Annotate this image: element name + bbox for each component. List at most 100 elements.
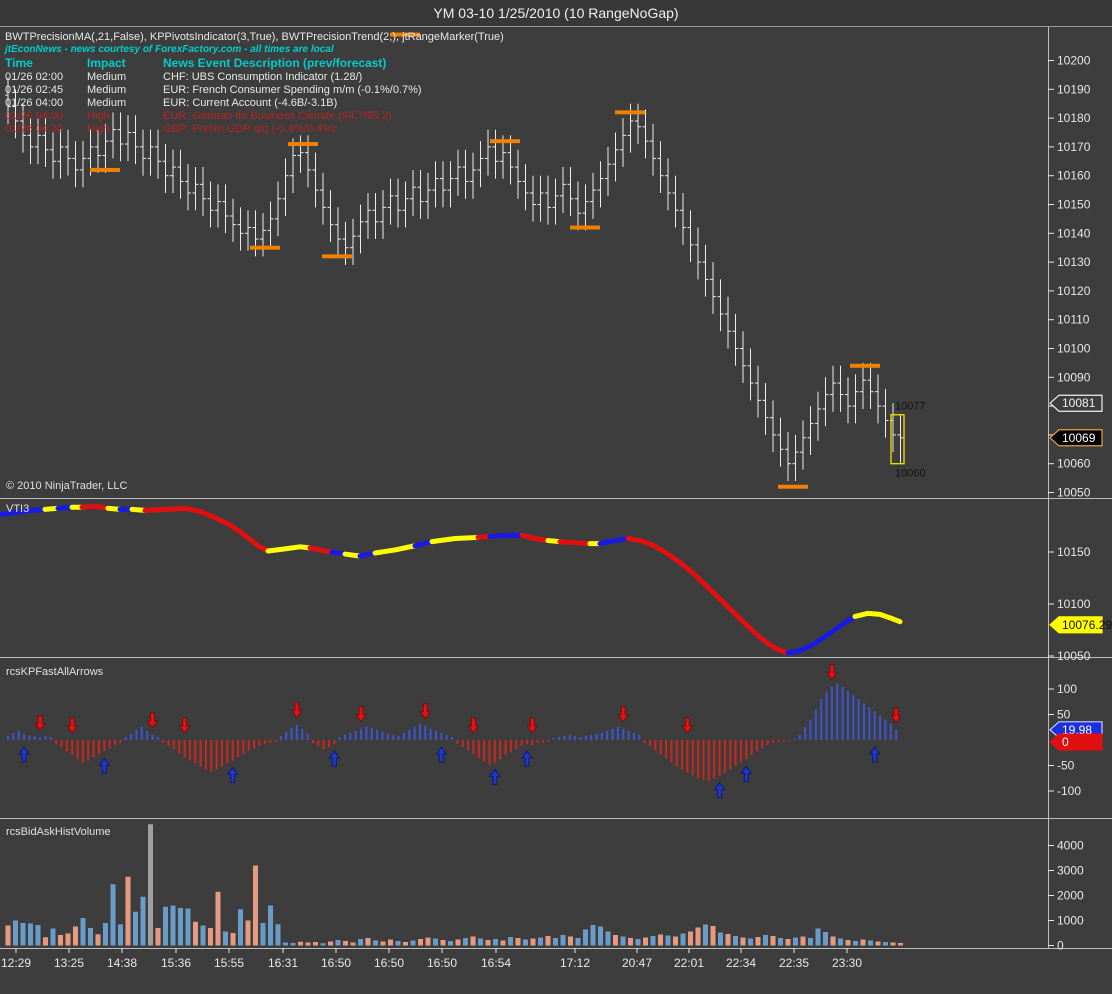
pivot-dash-marker <box>490 139 520 144</box>
axis-tick-label: 10180 <box>1057 111 1091 125</box>
axis-tick-label: 10110 <box>1057 313 1090 327</box>
axis-price-tags: 10081 10069 10076.29 19.980 <box>1049 394 1112 751</box>
volume-bar <box>890 942 896 946</box>
volume-bar <box>755 937 761 946</box>
axis-tick-label: 10160 <box>1057 169 1091 183</box>
kp-pivot-markers <box>90 32 880 489</box>
volume-bar <box>125 876 131 946</box>
volume-bar <box>425 937 431 946</box>
volume-bar <box>733 936 738 946</box>
oscillator-bars <box>7 683 898 781</box>
volume-bar <box>103 923 108 946</box>
buy-signal-arrow-icon <box>520 750 533 767</box>
buy-signal-arrow-icon <box>868 746 881 763</box>
pivot-dash-marker <box>570 225 600 230</box>
volume-bar <box>875 941 881 946</box>
volume-bar <box>860 939 866 946</box>
sell-signal-arrow-icon <box>890 707 903 724</box>
time-tick-label: 15:55 <box>214 956 244 970</box>
time-tick-label: 12:29 <box>1 956 31 970</box>
volume-bar <box>260 923 266 946</box>
volume-bar <box>868 940 873 946</box>
volume-bar <box>838 938 843 946</box>
range-marker-box <box>890 414 905 465</box>
volume-bar <box>163 906 168 946</box>
oscillator-signal-arrows <box>18 663 903 799</box>
volume-bar <box>253 865 258 946</box>
vti3-segment <box>342 551 363 559</box>
volume-bar <box>515 938 521 946</box>
volume-bar <box>433 938 438 946</box>
time-tick-label: 16:31 <box>268 956 298 970</box>
pivot-dash-marker <box>850 363 880 368</box>
volume-bar <box>170 905 176 946</box>
volume-bar <box>5 925 11 946</box>
volume-bar <box>350 942 356 946</box>
volume-bar <box>553 938 558 946</box>
volume-bar <box>328 941 333 946</box>
volume-bar <box>388 939 393 946</box>
volume-bar <box>365 938 371 946</box>
vti3-segment <box>265 544 313 554</box>
vti3-segment <box>785 613 858 656</box>
volume-bar <box>200 925 206 946</box>
volume-bar <box>65 933 71 946</box>
volume-bar <box>358 939 363 946</box>
volume-bar <box>283 942 288 946</box>
vti3-segment <box>357 550 378 559</box>
axis-tick-label: 10100 <box>1057 342 1091 356</box>
volume-bar <box>590 925 596 946</box>
axis-tick-label: 10190 <box>1057 82 1091 96</box>
axis-tick-label: -50 <box>1057 759 1075 773</box>
volume-bar <box>118 924 123 946</box>
buy-signal-arrow-icon <box>713 781 726 799</box>
volume-bar <box>665 935 671 946</box>
volume-bar <box>635 939 641 946</box>
axis-tick-label: 10050 <box>1057 649 1091 663</box>
vti3-segment <box>412 539 435 549</box>
volume-bar <box>335 940 341 946</box>
volume-bar <box>185 908 191 946</box>
axis-tick-label: 10130 <box>1057 255 1091 269</box>
volume-bar <box>298 941 303 946</box>
sell-signal-arrow-icon <box>34 714 47 732</box>
volume-bar <box>418 939 423 946</box>
time-axis[interactable]: 12:29 13:25 14:38 15:36 15:55 16:31 16:50 16:50… <box>1 948 862 970</box>
volume-bar <box>568 936 573 946</box>
axis-tick-label: 10090 <box>1057 370 1091 384</box>
range-marker-high-label: 10077 <box>895 401 926 413</box>
axis-tick-label: 100 <box>1057 682 1077 696</box>
sell-signal-arrow-icon <box>526 717 539 734</box>
sell-signal-arrow-icon <box>290 702 303 719</box>
sell-signal-arrow-icon <box>419 703 432 720</box>
vti3-segment <box>79 503 111 511</box>
volume-bar <box>800 936 806 946</box>
sell-signal-arrow-icon <box>617 706 630 723</box>
time-tick-label: 16:50 <box>374 956 404 970</box>
volume-bar <box>530 938 536 946</box>
volume-bar <box>710 926 716 946</box>
volume-bar <box>58 935 63 946</box>
vti3-panel[interactable] <box>0 499 1048 657</box>
axis-tick-label: 3000 <box>1057 864 1084 878</box>
volume-bar <box>305 942 311 946</box>
volume-bar <box>740 937 746 946</box>
volume-bar <box>605 931 611 946</box>
oscillator-axis[interactable]: 100 50 -50 -100 <box>1048 682 1081 798</box>
oscillator-zero-tag <box>1049 733 1103 751</box>
volume-bar <box>748 938 753 946</box>
vti3-value-tag <box>1049 616 1103 634</box>
volume-bar <box>88 928 93 946</box>
volume-bar <box>703 924 708 946</box>
time-tick-label: 22:35 <box>779 956 809 970</box>
volume-bar <box>830 936 836 946</box>
buy-signal-arrow-icon <box>740 765 753 782</box>
volume-axis[interactable]: 4000 3000 2000 1000 0 <box>1048 839 1084 953</box>
price-bars <box>5 77 904 481</box>
volume-bar <box>73 926 78 946</box>
vti3-axis[interactable]: 10150 10100 10050 <box>1048 545 1091 663</box>
volume-bar <box>823 932 828 946</box>
axis-tick-label: 10170 <box>1057 140 1091 154</box>
